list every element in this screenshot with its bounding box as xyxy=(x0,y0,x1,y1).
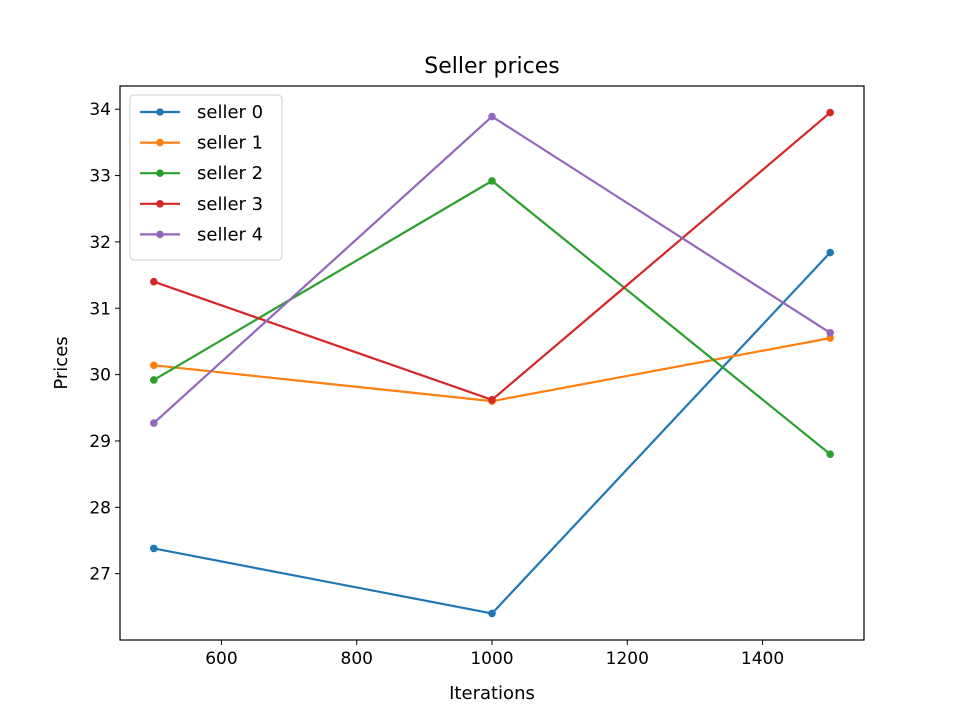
legend-marker xyxy=(156,200,164,208)
legend-label: seller 3 xyxy=(197,194,263,215)
plot-area xyxy=(119,85,865,641)
data-point xyxy=(150,376,158,384)
x-tick-label: 1000 xyxy=(470,649,513,669)
legend-marker xyxy=(156,108,164,116)
y-tick-label: 30 xyxy=(89,366,111,386)
data-point xyxy=(150,277,158,286)
data-point xyxy=(826,248,834,257)
data-point xyxy=(488,396,496,404)
y-tick-label: 27 xyxy=(89,565,111,585)
data-point xyxy=(488,112,496,121)
y-axis-ticks: 27 28 29 30 31 32 33 34 xyxy=(89,100,120,585)
x-tick-label: 800 xyxy=(341,649,373,669)
data-point xyxy=(826,450,834,459)
data-point xyxy=(826,329,834,337)
y-tick-label: 29 xyxy=(89,432,111,452)
x-tick-label: 600 xyxy=(205,649,237,669)
data-point xyxy=(488,609,496,618)
data-point xyxy=(826,108,834,117)
x-axis-ticks: 600 800 1000 1200 1400 xyxy=(205,640,784,669)
y-tick-label: 28 xyxy=(89,498,111,518)
legend-label: seller 0 xyxy=(197,102,263,123)
y-tick-label: 31 xyxy=(89,299,111,319)
y-tick-label: 33 xyxy=(89,167,111,187)
legend-label: seller 4 xyxy=(197,224,263,245)
data-point xyxy=(826,334,834,342)
legend-marker xyxy=(156,138,164,147)
legend: seller 0 seller 1 seller 2 seller 3 seller 4 xyxy=(129,94,283,261)
legend-marker xyxy=(156,230,164,239)
data-point xyxy=(150,419,158,427)
chart-title: Seller prices xyxy=(424,54,560,79)
series-line-0 xyxy=(153,251,831,615)
data-point xyxy=(488,177,496,185)
legend-label: seller 2 xyxy=(197,163,263,184)
x-tick-label: 1200 xyxy=(606,649,649,669)
y-tick-label: 34 xyxy=(89,100,111,120)
x-tick-label: 1400 xyxy=(741,649,784,669)
y-axis-label: Prices xyxy=(51,336,72,389)
legend-label: seller 1 xyxy=(197,133,263,154)
data-point xyxy=(150,544,158,553)
data-point xyxy=(150,361,158,370)
legend-marker xyxy=(156,169,164,177)
x-axis-label: Iterations xyxy=(449,683,535,704)
legend-box xyxy=(129,94,283,261)
y-tick-label: 32 xyxy=(89,233,111,253)
series-line-1 xyxy=(153,337,831,403)
